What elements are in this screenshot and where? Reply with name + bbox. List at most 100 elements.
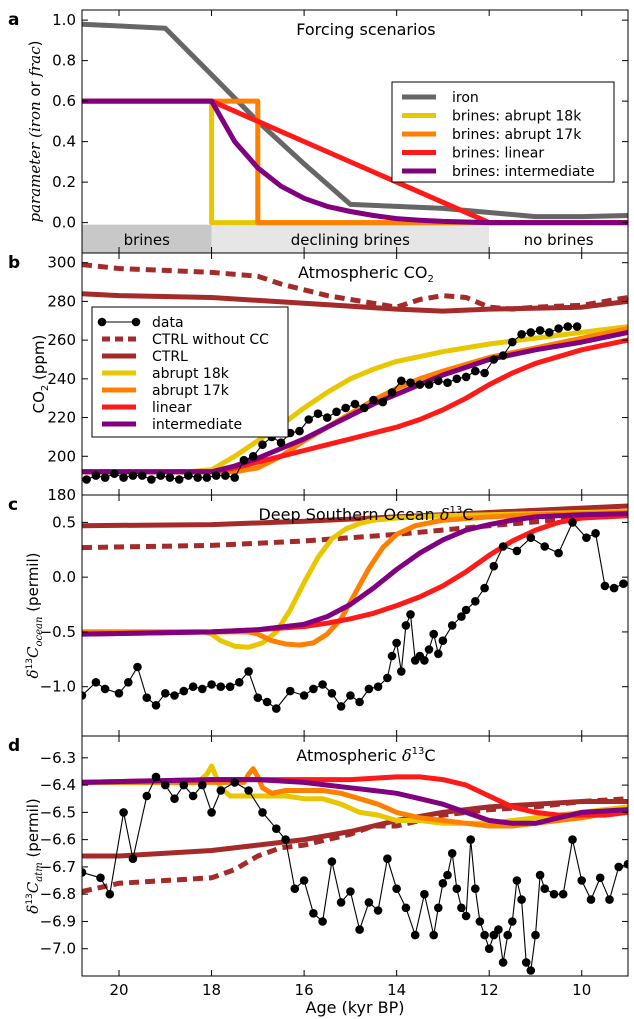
data-point bbox=[137, 471, 147, 480]
title-part: Atmospheric bbox=[296, 746, 402, 765]
data-point bbox=[244, 786, 253, 795]
data-point bbox=[230, 473, 239, 482]
data-point bbox=[582, 533, 591, 542]
data-point bbox=[494, 925, 503, 934]
y-label-sub: 2 bbox=[40, 385, 51, 391]
data-point bbox=[512, 546, 522, 556]
data-point bbox=[480, 583, 489, 593]
data-point bbox=[489, 561, 499, 571]
title-part: C bbox=[424, 746, 435, 765]
data-point bbox=[489, 355, 499, 364]
legend-label: brines: intermediate bbox=[452, 164, 595, 180]
data-point bbox=[202, 473, 212, 482]
legend-layer: iron brines: abrupt 18k brines: abrupt 17k… bbox=[91, 81, 615, 438]
data-point bbox=[142, 693, 152, 702]
legend-label: brines: linear bbox=[452, 146, 544, 162]
data-point bbox=[327, 689, 337, 698]
data-point bbox=[568, 835, 577, 844]
data-point bbox=[438, 636, 448, 645]
data-point bbox=[364, 898, 374, 907]
y-tick-label: 180 bbox=[47, 486, 76, 504]
data-point bbox=[383, 854, 392, 863]
y-tick-label: −1.0 bbox=[40, 678, 76, 696]
data-point bbox=[355, 697, 364, 707]
y-tick-label: 0.0 bbox=[52, 568, 76, 586]
y-label-part: CO bbox=[30, 391, 48, 413]
series-line-data bbox=[82, 776, 628, 972]
data-point bbox=[128, 471, 138, 480]
data-point bbox=[151, 701, 161, 710]
band-label: declining brines bbox=[291, 231, 410, 249]
data-point bbox=[401, 903, 411, 913]
title-part: Deep Southern Ocean bbox=[258, 505, 439, 524]
y-tick-label: −6.7 bbox=[40, 858, 76, 876]
data-point bbox=[461, 372, 471, 382]
x-axis-label: Age (kyr BP) bbox=[306, 998, 405, 1017]
panel-title: Atmospheric CO2 bbox=[298, 263, 434, 285]
data-point bbox=[285, 686, 295, 696]
y-tick-label: −6.4 bbox=[40, 776, 76, 794]
title-sup: 13 bbox=[449, 505, 462, 516]
data-point bbox=[512, 876, 522, 885]
data-point bbox=[128, 854, 138, 863]
data-point bbox=[429, 930, 439, 940]
data-point bbox=[322, 413, 332, 422]
y-label-part: ) bbox=[26, 41, 44, 47]
y-label-part: parameter ( bbox=[26, 131, 44, 223]
data-point bbox=[336, 702, 346, 711]
panel-title: Atmospheric δ13C bbox=[296, 746, 435, 765]
legend-marker bbox=[131, 317, 141, 327]
series-line-iron bbox=[82, 21, 628, 220]
data-point bbox=[586, 895, 596, 904]
data-point bbox=[457, 903, 466, 913]
legend-marker bbox=[97, 317, 107, 327]
y-label-main: C bbox=[24, 646, 42, 658]
data-point bbox=[577, 876, 586, 885]
data-point bbox=[535, 870, 545, 880]
legend-label: brines: abrupt 17k bbox=[452, 127, 582, 143]
data-point bbox=[406, 610, 415, 619]
y-tick-label: 240 bbox=[47, 370, 76, 388]
data-point bbox=[119, 473, 128, 482]
data-point bbox=[179, 780, 189, 790]
data-point bbox=[466, 835, 476, 844]
data-point bbox=[517, 895, 526, 904]
y-tick-label: −6.6 bbox=[40, 831, 76, 849]
data-point bbox=[475, 917, 485, 926]
data-point bbox=[401, 621, 411, 630]
x-tick-label: 14 bbox=[387, 981, 406, 999]
data-point bbox=[447, 849, 457, 858]
data-point bbox=[142, 791, 152, 801]
y-label-sub: atm bbox=[34, 862, 45, 881]
data-point bbox=[410, 930, 420, 940]
data-point bbox=[545, 328, 554, 337]
data-point bbox=[549, 889, 559, 899]
x-tick-label: 10 bbox=[572, 981, 591, 999]
data-point bbox=[434, 903, 443, 913]
data-point bbox=[258, 808, 267, 817]
data-point bbox=[207, 808, 216, 817]
y-tick-label: 200 bbox=[47, 447, 76, 465]
legend-label: abrupt 17k bbox=[152, 383, 230, 399]
data-point bbox=[447, 621, 457, 630]
x-tick-label: 16 bbox=[295, 981, 314, 999]
y-label-sup: 13 bbox=[25, 658, 35, 669]
y-label-sup: 13 bbox=[25, 893, 35, 904]
y-axis-label: parameter (iron or frac) bbox=[26, 41, 44, 223]
data-point bbox=[540, 542, 549, 551]
data-point bbox=[313, 409, 323, 419]
data-point bbox=[526, 533, 536, 542]
data-point bbox=[355, 925, 364, 934]
data-point bbox=[336, 898, 346, 907]
title-part: C bbox=[462, 505, 473, 524]
data-point bbox=[147, 475, 156, 484]
y-axis-label: CO2 (ppm) bbox=[30, 335, 51, 414]
series-line-ctrl bbox=[82, 291, 628, 314]
x-tick-label: 18 bbox=[202, 981, 221, 999]
data-point bbox=[471, 597, 480, 606]
data-point bbox=[471, 884, 480, 893]
data-point bbox=[198, 684, 207, 694]
legend-label: brines: abrupt 18k bbox=[452, 109, 582, 125]
data-point bbox=[521, 958, 531, 967]
